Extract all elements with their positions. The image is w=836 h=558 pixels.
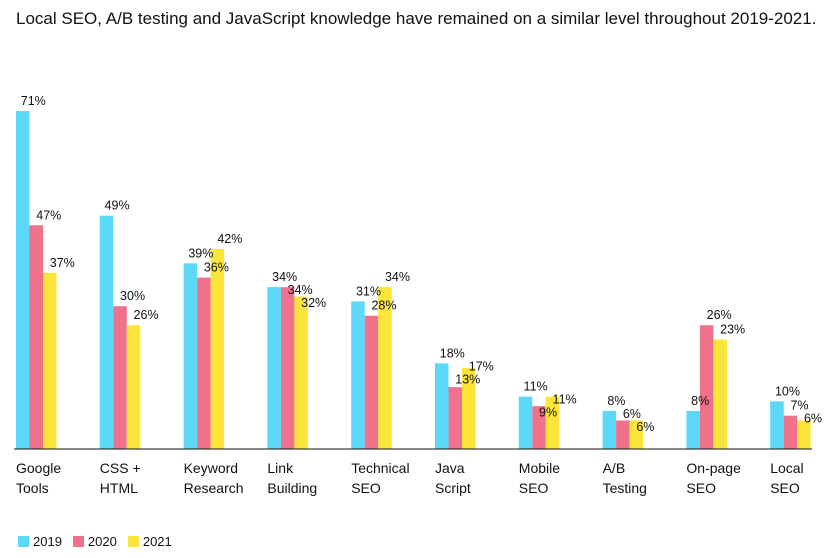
data-label: 37%: [50, 256, 75, 270]
legend-swatch: [72, 536, 84, 547]
bar-2020-on-page-seo: [699, 325, 714, 449]
data-label: 28%: [371, 299, 396, 313]
bar-2021-google-tools: [43, 272, 57, 449]
bar-2019-css-html: [99, 215, 114, 449]
bar-2021-a-b-testing: [629, 420, 644, 449]
data-label: 34%: [272, 270, 297, 284]
x-tick-label: Link Building: [267, 460, 317, 496]
data-label: 34%: [385, 270, 410, 284]
data-label: 9%: [539, 406, 557, 420]
data-label: 17%: [469, 359, 494, 373]
data-label: 32%: [301, 296, 326, 310]
x-tick-label: A/B Testing: [603, 460, 647, 496]
data-label: 11%: [553, 393, 577, 407]
data-label: 6%: [636, 420, 654, 434]
bar-2019-on-page-seo: [686, 410, 700, 449]
legend-swatch: [18, 536, 29, 547]
data-label: 31%: [356, 284, 381, 298]
bar-2019-link-building: [267, 287, 281, 449]
data-label: 11%: [524, 380, 548, 394]
data-label: 39%: [188, 246, 213, 260]
legend-label: 2019: [33, 534, 62, 549]
x-tick-label: CSS + HTML: [100, 460, 141, 496]
chart-title: Local SEO, A/B testing and JavaScript kn…: [16, 9, 817, 28]
data-label: 8%: [691, 394, 709, 408]
data-label: 26%: [134, 308, 159, 322]
x-tick-label: Keyword Research: [184, 460, 244, 496]
bar-2019-google-tools: [16, 111, 30, 449]
bar-2020-google-tools: [29, 225, 43, 449]
bar-2019-mobile-seo: [518, 396, 533, 449]
data-label: 42%: [217, 232, 242, 246]
bar-2020-css-html: [113, 306, 127, 449]
data-label: 23%: [720, 323, 745, 337]
legend-swatch: [127, 536, 139, 547]
data-label: 47%: [36, 208, 61, 222]
x-tick-label: Mobile SEO: [519, 460, 560, 496]
x-tick-label: Technical SEO: [351, 460, 409, 496]
bar-2020-link-building: [280, 287, 295, 449]
bar-2021-css-html: [126, 325, 141, 449]
data-label: 49%: [105, 199, 130, 213]
data-label: 36%: [204, 261, 229, 275]
data-label: 18%: [440, 346, 465, 360]
x-tick-label: On-page SEO: [686, 460, 741, 496]
x-tick-label: Local SEO: [770, 460, 803, 496]
legend-item-2019: 2019: [18, 534, 62, 549]
bar-2020-a-b-testing: [616, 420, 630, 449]
legend: 2019 2020 2021: [18, 534, 183, 549]
bar-2019-technical-seo: [351, 301, 365, 449]
bar-2021-technical-seo: [378, 287, 392, 449]
data-label: 6%: [623, 407, 641, 421]
data-label: 7%: [790, 399, 808, 413]
bar-chart: 71%47%37%49%30%26%39%36%42%34%34%32%31%2…: [14, 94, 822, 496]
legend-label: 2020: [87, 534, 117, 549]
bar-2020-java-script: [448, 387, 462, 449]
bar-2021-link-building: [294, 296, 308, 449]
data-label: 8%: [607, 394, 625, 408]
bar-2020-keyword-research: [197, 277, 211, 449]
bar-2019-local-seo: [770, 401, 784, 449]
bar-2021-keyword-research: [210, 249, 225, 449]
data-label: 10%: [775, 384, 800, 398]
bar-2021-local-seo: [797, 420, 811, 449]
bar-2019-a-b-testing: [602, 410, 617, 449]
legend-item-2020: 2020: [72, 534, 117, 549]
x-tick-label: Google Tools: [16, 460, 61, 496]
bar-2020-mobile-seo: [532, 406, 546, 449]
data-label: 26%: [707, 308, 732, 322]
bar-2019-java-script: [435, 363, 449, 449]
tick-labels-layer: Google Tools CSS + HTML Keyword Research Link B…: [16, 460, 804, 496]
data-label: 71%: [21, 94, 46, 108]
data-labels-layer: 71%47%37%49%30%26%39%36%42%34%34%32%31%2…: [21, 94, 822, 434]
bar-2021-mobile-seo: [545, 396, 560, 449]
legend-item-2021: 2021: [127, 534, 172, 549]
bar-2021-on-page-seo: [713, 339, 727, 449]
bars-layer: [16, 111, 811, 449]
legend-label: 2021: [142, 534, 172, 549]
x-tick-label: Java Script: [435, 460, 471, 496]
bar-2020-technical-seo: [364, 315, 379, 449]
data-label: 30%: [120, 289, 145, 303]
bar-2019-keyword-research: [183, 263, 198, 449]
data-label: 34%: [288, 283, 313, 297]
bar-2021-java-script: [462, 368, 476, 449]
bar-2020-local-seo: [783, 415, 798, 449]
data-label: 6%: [804, 412, 822, 426]
data-label: 13%: [455, 372, 480, 386]
